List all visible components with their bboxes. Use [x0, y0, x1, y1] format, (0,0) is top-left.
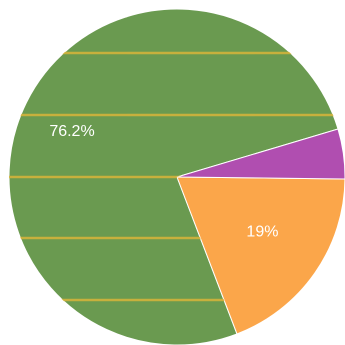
slice-green-label: 76.2%	[49, 123, 94, 140]
slice-orange-label: 19%	[246, 224, 278, 241]
slice-orange	[176, 176, 345, 335]
pie-labels: 76.2% 19%	[49, 123, 278, 241]
